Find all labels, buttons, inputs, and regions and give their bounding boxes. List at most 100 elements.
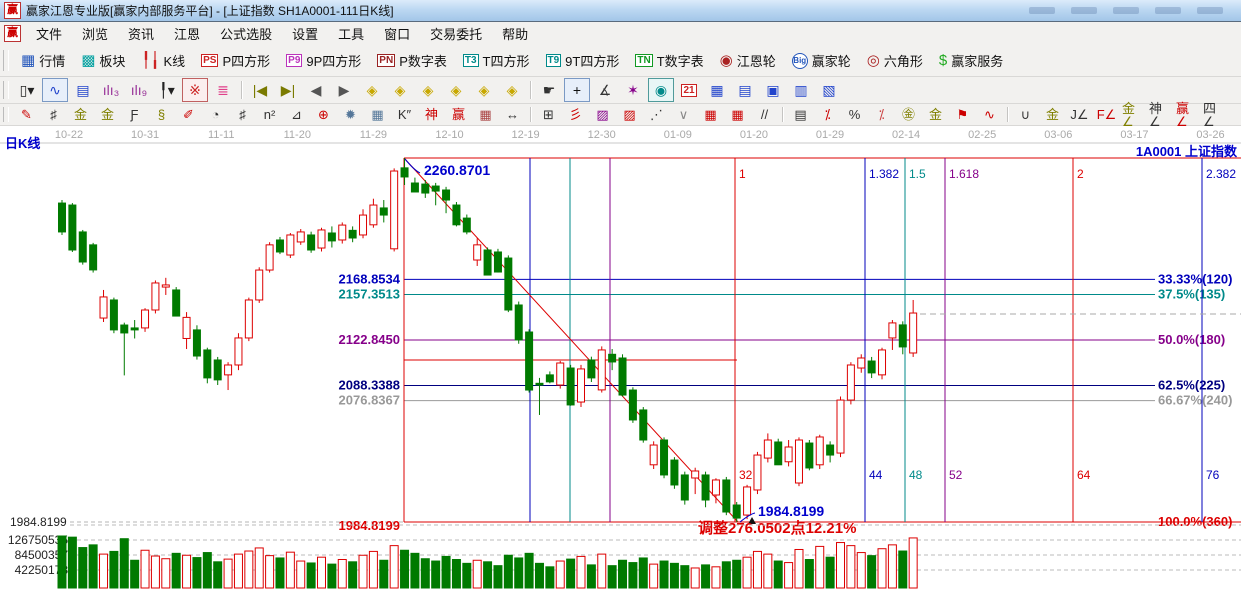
gann-flower-tool-icon[interactable]: ✶: [627, 82, 639, 98]
menu-item-trade-entrust[interactable]: 交易委托: [430, 27, 483, 42]
v-lines-icon[interactable]: ∨: [678, 107, 689, 122]
menu-item-browse[interactable]: 浏览: [82, 27, 109, 42]
volume-profile-tool-icon[interactable]: ≣: [217, 82, 229, 98]
gold-grid-1-icon[interactable]: 金: [73, 107, 87, 122]
flag-brush-icon[interactable]: ⚑: [956, 107, 969, 122]
t-square-button[interactable]: T3 T四方形: [455, 45, 538, 76]
bars-3-tool-icon[interactable]: ılı₃: [102, 82, 120, 98]
diamond-v-expand-icon[interactable]: ◈: [506, 82, 518, 98]
prev-bar-icon[interactable]: ◀: [310, 82, 322, 98]
diamond-x-icon[interactable]: ◈: [450, 82, 462, 98]
menu-item-help[interactable]: 帮助: [502, 27, 529, 42]
gann-pattern-tool-icon[interactable]: ※: [182, 78, 208, 102]
f-angle-icon[interactable]: F∠: [1096, 107, 1117, 122]
save-tool-icon[interactable]: ▣: [766, 82, 780, 98]
gold-circle-icon[interactable]: ㊎: [901, 107, 915, 122]
crosshair-tool-icon[interactable]: +: [564, 78, 590, 102]
web-export-tool-icon[interactable]: ▥: [794, 82, 808, 98]
bars-9-tool-icon[interactable]: ılı₉: [130, 82, 148, 98]
angle-a-icon[interactable]: ⊿: [291, 107, 302, 122]
f-grid-icon[interactable]: Ƒ: [130, 107, 139, 122]
fan-box-2-icon[interactable]: ▨: [623, 107, 636, 122]
measure-frame-icon[interactable]: ⊞: [543, 107, 554, 122]
p-square-button[interactable]: PS P四方形: [193, 45, 278, 76]
p-number-table-button[interactable]: PN P数字表: [369, 45, 455, 76]
j-angle-icon[interactable]: J∠: [1070, 107, 1089, 122]
time-clock-icon[interactable]: ◔: [211, 107, 220, 122]
ying-angle-icon[interactable]: 赢∠: [1176, 100, 1190, 129]
last-bar-icon[interactable]: ▶|: [280, 82, 296, 98]
hand-tool-icon[interactable]: ☛: [542, 82, 556, 98]
notebook-tool-icon[interactable]: ▤: [738, 82, 752, 98]
menu-item-gann[interactable]: 江恩: [174, 27, 201, 42]
next-bar-icon[interactable]: ▶: [338, 82, 350, 98]
cup-tool-icon[interactable]: ∪: [1020, 107, 1031, 122]
percent-line-icon[interactable]: ⁒: [878, 107, 885, 122]
menu-item-window[interactable]: 窗口: [384, 27, 411, 42]
wave-line-icon[interactable]: ∿: [984, 107, 995, 122]
calendar-tool-icon[interactable]: 21: [676, 78, 702, 102]
shen-angle-icon[interactable]: 神∠: [1149, 100, 1163, 129]
span-arrow-icon[interactable]: ↔: [506, 107, 519, 122]
red-grid-icon[interactable]: ▦: [704, 107, 717, 122]
gold-underline-icon[interactable]: 金: [1045, 107, 1059, 122]
gold-grid-2-icon[interactable]: 金: [100, 107, 114, 122]
parallel-lines-icon[interactable]: //: [760, 107, 769, 122]
shen-tool-icon[interactable]: 神: [424, 107, 438, 122]
diamond-right-icon[interactable]: ◈: [394, 82, 406, 98]
gold-line-icon[interactable]: 金: [928, 107, 942, 122]
quotes-button[interactable]: ▦ 行情: [13, 45, 73, 76]
candle-style-selector-icon[interactable]: ╿▾: [159, 82, 175, 98]
9p-square-icon: P9: [286, 54, 303, 67]
gann-wheel-button[interactable]: ◉ 江恩轮: [712, 45, 784, 76]
gann-web-tool-icon[interactable]: ◉: [648, 78, 674, 102]
star-web-icon[interactable]: ✹: [345, 107, 356, 122]
gold-angle-icon[interactable]: 金∠: [1122, 100, 1136, 129]
si-angle-icon[interactable]: 四∠: [1203, 100, 1217, 129]
angle-lines-icon[interactable]: ⋰: [650, 107, 663, 122]
column-stats-icon[interactable]: ▤: [794, 107, 807, 122]
red-grid-2-icon[interactable]: ▦: [731, 107, 744, 122]
fan-lines-red-icon[interactable]: 彡: [568, 107, 582, 122]
calculator-tool-icon[interactable]: ▦: [710, 82, 724, 98]
hexagon-button[interactable]: ◎ 六角形: [859, 45, 931, 76]
menu-item-tools[interactable]: 工具: [338, 27, 365, 42]
menu-item-formula-stock-pick[interactable]: 公式选股: [220, 27, 273, 42]
menu-item-file[interactable]: 文件: [36, 27, 63, 42]
kline-chart[interactable]: 10-22 10-31 11-11 11-20 11-29 12-10 12-19 12-30…: [0, 126, 1241, 590]
chart-area[interactable]: 10-22 10-31 11-11 11-20 11-29 12-10 12-19 12-30…: [0, 126, 1241, 590]
target-cross-icon[interactable]: ⊕: [318, 107, 329, 122]
web-grid-icon[interactable]: ▦: [371, 107, 384, 122]
remote-pc-tool-icon[interactable]: ▧: [822, 82, 836, 98]
menu-item-news[interactable]: 资讯: [128, 27, 155, 42]
ying-tool-icon[interactable]: 赢: [451, 107, 465, 122]
grid-123-icon[interactable]: ▦: [479, 107, 492, 122]
winner-service-button[interactable]: $ 赢家服务: [931, 45, 1011, 76]
winner-wheel-button[interactable]: Big 赢家轮: [784, 45, 859, 76]
n-square-icon[interactable]: n²: [263, 107, 276, 122]
kline-button[interactable]: ╿╽ K线: [133, 45, 193, 76]
diamond-h-expand-icon[interactable]: ◈: [422, 82, 434, 98]
percent-tool-icon[interactable]: %: [848, 107, 861, 122]
percent-slash-icon[interactable]: ⁒: [824, 107, 831, 122]
compass-angle-tool-icon[interactable]: ∡: [598, 82, 612, 98]
t-number-table-button[interactable]: TN T数字表: [627, 45, 711, 76]
menu-item-settings[interactable]: 设置: [292, 27, 319, 42]
winner-service-icon: $: [938, 52, 948, 69]
9p-square-button[interactable]: P9 9P四方形: [278, 45, 369, 76]
sectors-button[interactable]: ▩ 板块: [73, 45, 133, 76]
9t-square-button[interactable]: T9 9T四方形: [538, 45, 628, 76]
first-bar-icon[interactable]: |◀: [252, 82, 268, 98]
gann-brush-icon[interactable]: ✎: [21, 107, 32, 122]
kline-period-selector-icon[interactable]: ▯▾: [19, 82, 35, 98]
zigzag-pattern-tool-icon[interactable]: ∿: [42, 78, 68, 102]
info-panel-icon[interactable]: ▤: [76, 82, 90, 98]
comb-2-icon[interactable]: ♯: [239, 107, 246, 122]
diamond-left-icon[interactable]: ◈: [366, 82, 378, 98]
spiral-tool-icon[interactable]: §: [157, 107, 166, 122]
fan-box-icon[interactable]: ▨: [596, 107, 609, 122]
brush-marks-icon[interactable]: ✐: [183, 107, 194, 122]
k-quote-icon[interactable]: K″: [397, 107, 412, 122]
diamond-plus-icon[interactable]: ◈: [478, 82, 490, 98]
grid-comb-icon[interactable]: ♯: [50, 107, 57, 122]
